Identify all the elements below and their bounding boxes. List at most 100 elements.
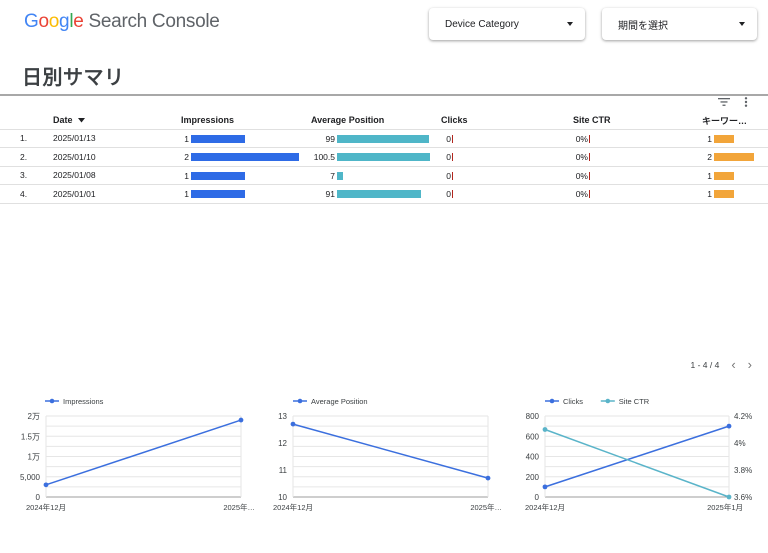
column-header-date[interactable]: Date	[53, 112, 181, 129]
average-position-cell: 7	[311, 165, 441, 185]
pagination-range: 1 - 4 / 4	[690, 359, 720, 370]
row-index: 3.	[0, 165, 53, 185]
data-point	[43, 482, 49, 488]
keywords-cell: 1	[702, 184, 768, 204]
impressions-cell: 1	[181, 128, 311, 148]
clicks-value: 0	[446, 133, 451, 144]
logo-google-text: Google	[24, 11, 84, 32]
column-header-site-ctr[interactable]: Site CTR	[573, 115, 611, 126]
site-ctr-value: 0%	[575, 152, 588, 163]
site-ctr-cell: 0%	[573, 147, 702, 166]
legend-label: Clicks	[563, 397, 583, 406]
sort-desc-icon[interactable]	[78, 118, 86, 123]
average-position-bar	[337, 153, 430, 162]
column-header-average-position[interactable]: Average Position	[311, 115, 385, 126]
site-ctr-bar	[589, 171, 590, 180]
data-point	[726, 423, 732, 429]
title-divider	[0, 94, 768, 96]
average-position-value: 91	[325, 189, 335, 200]
y-tick-label: 800	[526, 412, 540, 421]
x-tick-label: 2025年…	[223, 502, 255, 512]
logo-product-text: Search Console	[88, 11, 220, 32]
clicks-ctr-chart: Clicks Site CTR 0 200 400 600 800 3.6% 3.8% 4% 4.2…	[512, 393, 768, 553]
site-ctr-bar	[589, 190, 590, 199]
y2-tick-label: 3.6%	[734, 493, 752, 502]
chevron-right-icon[interactable]: ›	[747, 357, 752, 372]
filter-icon[interactable]	[718, 97, 730, 107]
date-cell: 2025/01/01	[53, 184, 181, 204]
clicks-cell: 0	[441, 165, 573, 185]
data-point	[238, 417, 244, 423]
y-tick-label: 600	[526, 432, 540, 441]
clicks-bar	[452, 134, 453, 143]
x-tick-label: 2024年12月	[273, 502, 313, 512]
data-point	[726, 494, 732, 500]
impressions-value: 1	[184, 189, 189, 200]
site-ctr-value: 0%	[575, 133, 588, 144]
series-line	[45, 419, 242, 486]
y2-tick-label: 3.8%	[734, 466, 752, 475]
page-title: 日別サマリ	[22, 67, 125, 89]
chevron-left-icon[interactable]: ‹	[731, 357, 736, 372]
impressions-cell: 1	[181, 165, 311, 185]
row-index: 1.	[0, 128, 53, 148]
google-search-console-logo[interactable]: Google Search Console	[24, 11, 220, 37]
impressions-chart: Impressions 0 5,000 1万 1.5万 2万 2024年12月 2025年…	[0, 393, 256, 553]
average-position-value: 99	[325, 133, 335, 144]
impressions-cell: 2	[181, 147, 311, 166]
y2-tick-label: 4.2%	[734, 412, 752, 421]
table-row[interactable]: 2. 2025/01/10 2 100.5 0 0% 2	[0, 147, 768, 166]
series-line	[292, 423, 489, 479]
y-tick-label: 10	[278, 493, 287, 502]
chevron-down-icon	[567, 22, 573, 26]
column-header-keywords[interactable]: キーワー…	[702, 115, 748, 126]
legend-marker	[49, 398, 55, 404]
legend-marker	[605, 398, 611, 404]
table-row[interactable]: 1. 2025/01/13 1 99 0 0% 1	[0, 128, 768, 148]
impressions-bar	[191, 134, 245, 143]
date-cell: 2025/01/10	[53, 147, 181, 166]
y-tick-label: 13	[278, 412, 287, 421]
impressions-value: 1	[184, 170, 189, 181]
column-header-clicks[interactable]: Clicks	[441, 115, 468, 126]
series-line	[544, 428, 730, 498]
x-tick-label: 2024年12月	[26, 502, 66, 512]
y-tick-label: 1.5万	[21, 432, 40, 441]
site-ctr-bar	[589, 134, 590, 143]
y-tick-label: 200	[526, 473, 540, 482]
daily-summary-table: Date Impressions Average Position Clicks…	[0, 112, 768, 204]
x-tick-label: 2024年12月	[525, 502, 565, 512]
device-category-dropdown[interactable]: Device Category	[429, 8, 585, 40]
keywords-bar	[714, 153, 754, 162]
y-tick-label: 11	[279, 466, 288, 475]
average-position-value: 100.5	[313, 152, 335, 163]
period-dropdown[interactable]: 期間を選択	[602, 8, 757, 40]
y2-tick-label: 4%	[734, 439, 746, 448]
clicks-bar	[452, 171, 453, 180]
legend-label: Site CTR	[619, 397, 650, 406]
keywords-bar	[714, 171, 734, 180]
legend-marker	[297, 398, 303, 404]
clicks-value: 0	[446, 152, 451, 163]
site-ctr-value: 0%	[575, 189, 588, 200]
data-point	[485, 475, 491, 481]
average-position-cell: 99	[311, 128, 441, 148]
y-tick-label: 12	[278, 439, 287, 448]
row-index: 2.	[0, 147, 53, 166]
date-cell: 2025/01/13	[53, 128, 181, 148]
clicks-cell: 0	[441, 184, 573, 204]
average-position-value: 7	[330, 170, 335, 181]
table-row[interactable]: 3. 2025/01/08 1 7 0 0% 1	[0, 165, 768, 185]
legend-marker	[549, 398, 555, 404]
table-row[interactable]: 4. 2025/01/01 1 91 0 0% 1	[0, 184, 768, 204]
y-tick-label: 5,000	[20, 473, 41, 482]
more-vert-icon[interactable]	[744, 97, 748, 107]
row-index: 4.	[0, 184, 53, 204]
column-header-impressions[interactable]: Impressions	[181, 115, 235, 126]
keywords-value: 2	[707, 152, 712, 163]
y-tick-label: 0	[535, 493, 540, 502]
clicks-cell: 0	[441, 147, 573, 166]
keywords-bar	[714, 190, 734, 199]
data-point	[542, 484, 548, 490]
y-tick-label: 1万	[28, 453, 40, 462]
